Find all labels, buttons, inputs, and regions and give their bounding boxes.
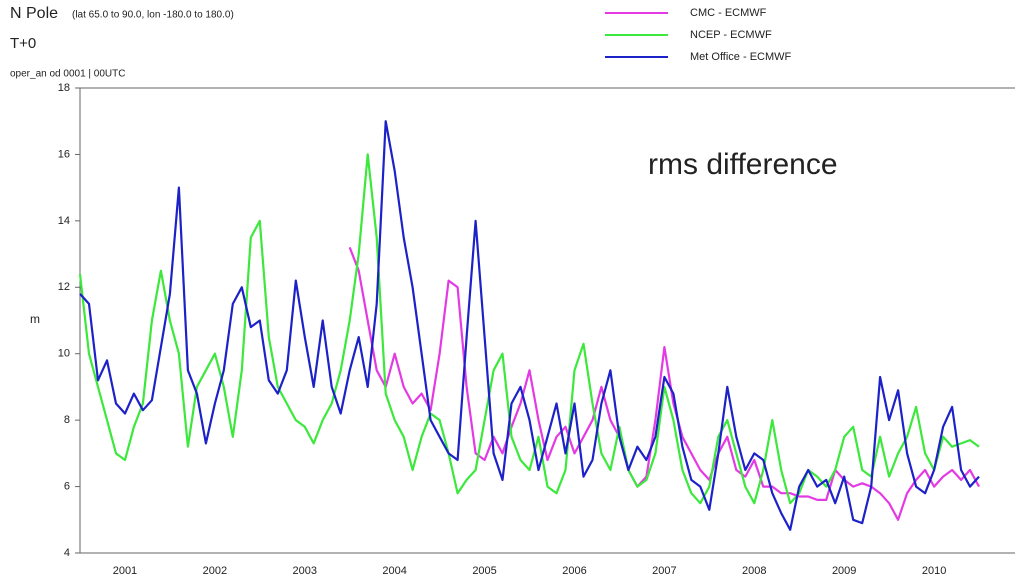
x-tick-label: 2004 [382,565,406,577]
chart-subtitle: (lat 65.0 to 90.0, lon -180.0 to 180.0) [72,10,234,21]
legend-label: NCEP - ECMWF [690,29,772,41]
y-tick-label: 16 [58,148,70,160]
x-tick-label: 2001 [113,565,137,577]
y-tick-label: 10 [58,348,70,360]
y-tick-label: 18 [58,82,70,94]
plot-frame [79,87,1015,554]
x-tick-label: 2003 [293,565,317,577]
y-tick-label: 8 [64,414,70,426]
y-tick-label: 14 [58,215,70,227]
x-tick-label: 2002 [203,565,227,577]
x-tick-label: 2007 [652,565,676,577]
chart-title: N Pole [10,5,58,22]
y-tick-label: 12 [58,281,70,293]
y-axis-label: m [30,312,40,326]
x-tick-label: 2008 [742,565,766,577]
x-tick-label: 2005 [472,565,496,577]
legend-label: CMC - ECMWF [690,7,767,19]
lead-time: T+0 [10,35,36,52]
series-line [348,247,980,521]
legend-label: Met Office - ECMWF [690,51,792,63]
series-line [78,153,980,505]
annotation: rms difference [648,148,838,181]
x-tick-label: 2006 [562,565,586,577]
x-tick-label: 2009 [832,565,856,577]
y-tick-label: 4 [64,547,70,559]
y-tick-label: 6 [64,480,70,492]
series-line [79,120,980,531]
x-tick-label: 2010 [922,565,946,577]
experiment: oper_an od 0001 | 00UTC [10,69,125,80]
